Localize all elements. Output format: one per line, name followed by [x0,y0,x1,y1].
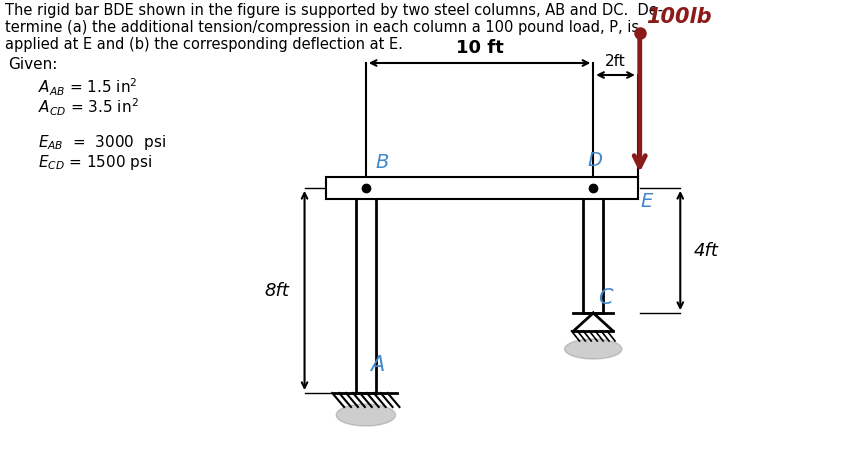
Text: Given:: Given: [8,57,57,72]
Text: $A_{CD}$ = 3.5 in$^2$: $A_{CD}$ = 3.5 in$^2$ [38,97,138,118]
Ellipse shape [336,404,396,426]
Text: 4ft: 4ft [694,241,719,260]
Text: $E_{CD}$ = 1500 psi: $E_{CD}$ = 1500 psi [38,153,152,172]
Text: A: A [370,355,384,375]
Text: D: D [588,151,602,170]
Bar [584,188,603,313]
Text: $A_{AB}$ = 1.5 in$^2$: $A_{AB}$ = 1.5 in$^2$ [38,77,137,98]
Text: 10 ft: 10 ft [456,39,504,57]
Text: $E_{AB}$  =  3000  psi: $E_{AB}$ = 3000 psi [38,133,165,152]
Text: applied at E and (b) the corresponding deflection at E.: applied at E and (b) the corresponding d… [5,37,402,52]
Text: The rigid bar BDE shown in the figure is supported by two steel columns, AB and : The rigid bar BDE shown in the figure is… [5,3,663,18]
Text: 2ft: 2ft [605,54,626,69]
Text: termine (a) the additional tension/compression in each column a 100 pound load, : termine (a) the additional tension/compr… [5,20,639,35]
Text: 100lb: 100lb [646,7,711,27]
Text: B: B [376,153,389,172]
Text: 8ft: 8ft [264,281,290,299]
Bar [327,177,637,199]
Text: E: E [641,192,653,211]
Bar [356,188,376,393]
Ellipse shape [565,339,622,359]
Text: C: C [598,288,613,308]
